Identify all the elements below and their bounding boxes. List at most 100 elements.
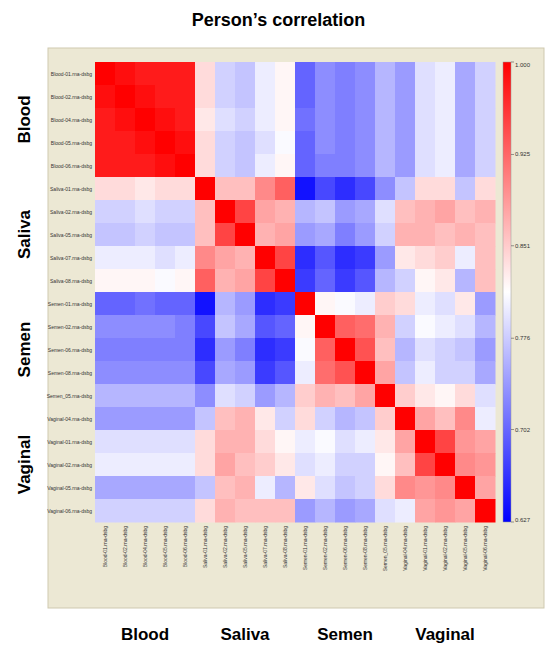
cell <box>435 131 456 155</box>
cell <box>275 453 296 477</box>
cell <box>195 315 216 339</box>
cell <box>215 499 236 523</box>
cell <box>175 177 196 201</box>
cell <box>395 131 416 155</box>
row-label: Blood-01.rna-dsbg <box>51 71 92 77</box>
cell <box>475 131 496 155</box>
cell <box>375 499 396 523</box>
cell <box>415 131 436 155</box>
cell <box>195 453 216 477</box>
cell <box>95 200 116 224</box>
cell <box>395 499 416 523</box>
cell <box>315 246 336 270</box>
cell <box>415 269 436 293</box>
cell <box>395 338 416 362</box>
cell <box>95 430 116 454</box>
row-label: Vaginal-01.rna-dsbg <box>47 439 92 445</box>
cell <box>275 269 296 293</box>
cell <box>435 361 456 385</box>
cell <box>315 269 336 293</box>
cell <box>255 62 276 86</box>
cell <box>355 62 376 86</box>
cell <box>95 338 116 362</box>
cell <box>275 223 296 247</box>
cell <box>155 361 176 385</box>
cell <box>255 476 276 500</box>
cell <box>355 223 376 247</box>
cell <box>455 154 476 178</box>
cell <box>455 292 476 316</box>
cell <box>195 430 216 454</box>
row-label: Saliva-02.rna-dsbg <box>50 209 92 215</box>
color-tick-label: 0.925 <box>515 151 531 157</box>
cell <box>455 499 476 523</box>
cell <box>335 177 356 201</box>
cell <box>195 269 216 293</box>
cell <box>315 85 336 109</box>
cell <box>175 384 196 408</box>
cell <box>115 131 136 155</box>
cell <box>235 131 256 155</box>
row-label: Saliva-08.rna-dsbg <box>50 278 92 284</box>
cell <box>355 292 376 316</box>
cell <box>455 246 476 270</box>
cell <box>215 476 236 500</box>
cell <box>235 315 256 339</box>
cell <box>255 131 276 155</box>
cell <box>475 338 496 362</box>
cell <box>235 499 256 523</box>
cell <box>195 499 216 523</box>
cell <box>455 384 476 408</box>
cell <box>295 476 316 500</box>
cell <box>295 200 316 224</box>
cell <box>355 131 376 155</box>
cell <box>115 384 136 408</box>
col-label: Blood-01.rna-dsbg <box>102 526 108 567</box>
cell <box>115 62 136 86</box>
cell <box>415 338 436 362</box>
cell <box>415 315 436 339</box>
cell <box>395 85 416 109</box>
cell <box>215 223 236 247</box>
col-label: Saliva-02.rna-dsbg <box>222 526 228 568</box>
cell <box>115 177 136 201</box>
cell <box>195 131 216 155</box>
cell <box>155 177 176 201</box>
cell <box>135 85 156 109</box>
row-label: Semen-06.rna-dsbg <box>48 347 92 353</box>
cell <box>155 338 176 362</box>
col-label: Semen_05.rna-dsbg <box>382 526 388 572</box>
cell <box>335 361 356 385</box>
cell <box>315 338 336 362</box>
cell <box>375 453 396 477</box>
cell <box>175 62 196 86</box>
cell <box>395 453 416 477</box>
cell <box>355 407 376 431</box>
cell <box>195 62 216 86</box>
cell <box>375 85 396 109</box>
cell <box>315 407 336 431</box>
cell <box>475 177 496 201</box>
color-tick <box>511 522 514 523</box>
cell <box>395 62 416 86</box>
cell <box>475 246 496 270</box>
cell <box>155 108 176 132</box>
cell <box>475 200 496 224</box>
cell <box>475 361 496 385</box>
cell <box>95 131 116 155</box>
cell <box>95 407 116 431</box>
cell <box>235 200 256 224</box>
cell <box>455 476 476 500</box>
cell <box>95 476 116 500</box>
cell <box>255 453 276 477</box>
cell <box>115 200 136 224</box>
cell <box>335 453 356 477</box>
col-label: Semen-06.rna-dsbg <box>342 526 348 570</box>
cell <box>475 269 496 293</box>
cell <box>255 384 276 408</box>
cell <box>335 223 356 247</box>
cell <box>175 476 196 500</box>
cell <box>235 430 256 454</box>
cell <box>435 62 456 86</box>
cell <box>435 315 456 339</box>
